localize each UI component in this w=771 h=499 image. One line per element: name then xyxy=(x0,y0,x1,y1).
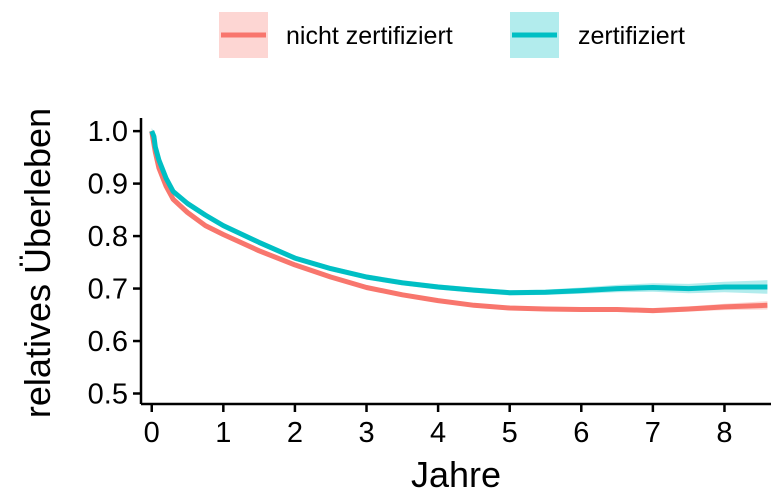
x-tick-label: 6 xyxy=(573,417,589,449)
y-tick-label: 0.8 xyxy=(88,221,128,253)
x-tick-label: 7 xyxy=(645,417,661,449)
series-line-zertifiziert xyxy=(149,130,768,296)
legend-label: nicht zertifiziert xyxy=(286,22,453,50)
confidence-band-zertifiziert xyxy=(151,127,768,296)
y-tick-label: 0.6 xyxy=(88,326,128,358)
x-axis-ticks: 0 1 2 3 4 5 6 7 8 xyxy=(144,404,733,449)
y-tick-label: 0.5 xyxy=(88,379,128,411)
x-tick-label: 3 xyxy=(358,417,374,449)
legend-item: nicht zertifiziert xyxy=(219,12,453,58)
legend-label: zertifiziert xyxy=(578,22,685,50)
y-tick-label: 1.0 xyxy=(88,116,128,148)
y-tick-label: 0.9 xyxy=(88,169,128,201)
legend-item: zertifiziert xyxy=(510,12,685,58)
confidence-bands xyxy=(151,127,768,314)
x-tick-label: 1 xyxy=(215,417,231,449)
series-lines xyxy=(149,130,768,314)
y-axis-ticks: 0.5 0.6 0.7 0.8 0.9 1.0 xyxy=(88,116,141,411)
y-axis-title: relatives Überleben xyxy=(17,108,58,418)
x-tick-label: 4 xyxy=(430,417,446,449)
x-tick-label: 0 xyxy=(144,417,160,449)
x-tick-label: 8 xyxy=(716,417,732,449)
series-line-nicht-zertifiziert xyxy=(149,130,768,314)
axes xyxy=(139,118,771,406)
x-tick-label: 2 xyxy=(287,417,303,449)
x-tick-label: 5 xyxy=(502,417,518,449)
legend: nicht zertifiziert zertifiziert xyxy=(219,12,685,58)
x-axis-title: Jahre xyxy=(411,454,501,495)
y-tick-label: 0.7 xyxy=(88,274,128,306)
